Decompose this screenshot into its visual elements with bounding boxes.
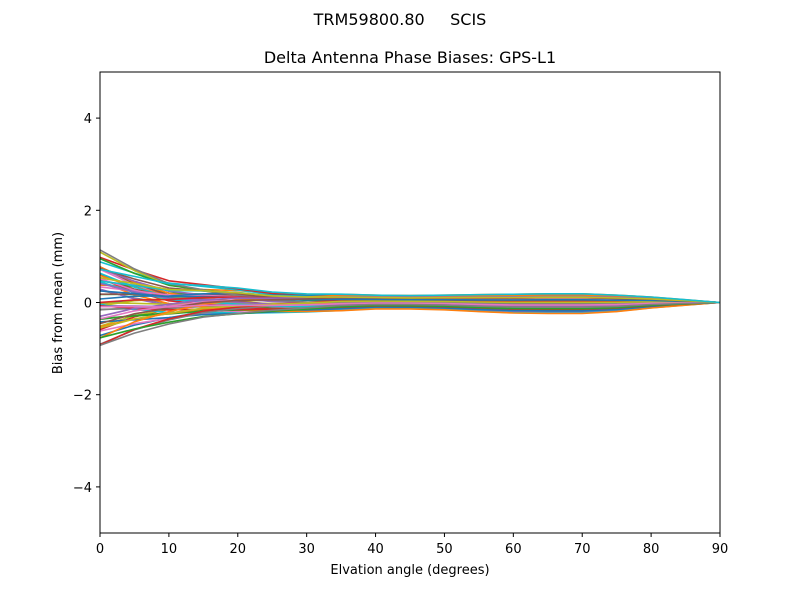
svg-text:0: 0 xyxy=(96,542,104,557)
svg-text:10: 10 xyxy=(161,542,178,557)
y-axis-label: Bias from mean (mm) xyxy=(51,232,66,374)
svg-text:60: 60 xyxy=(505,542,522,557)
x-axis-ticks: 0 10 20 30 40 50 60 70 80 90 xyxy=(96,533,728,557)
series-line xyxy=(99,276,721,304)
svg-text:90: 90 xyxy=(712,542,729,557)
series-line xyxy=(99,301,721,347)
figure-suptitle: TRM59800.80 SCIS xyxy=(313,10,487,29)
series-line xyxy=(99,294,721,339)
svg-text:20: 20 xyxy=(230,542,247,557)
svg-text:50: 50 xyxy=(436,542,453,557)
x-axis-label: Elvation angle (degrees) xyxy=(330,563,489,578)
data-series-lines xyxy=(99,249,721,347)
y-axis-ticks: −4 −2 0 2 4 xyxy=(73,112,100,496)
series-line xyxy=(99,290,721,304)
chart-title: Delta Antenna Phase Biases: GPS-L1 xyxy=(263,48,557,67)
svg-text:4: 4 xyxy=(84,112,92,127)
series-line xyxy=(99,268,721,304)
series-line xyxy=(99,249,720,305)
svg-text:−4: −4 xyxy=(73,481,92,496)
svg-text:0: 0 xyxy=(84,297,92,312)
series-line xyxy=(99,280,721,315)
svg-text:40: 40 xyxy=(367,542,384,557)
series-line xyxy=(99,300,721,329)
svg-text:2: 2 xyxy=(84,204,92,219)
svg-text:30: 30 xyxy=(298,542,315,557)
series-line xyxy=(99,301,721,323)
svg-text:70: 70 xyxy=(574,542,591,557)
series-line xyxy=(100,301,721,308)
svg-text:−2: −2 xyxy=(73,389,92,404)
svg-text:80: 80 xyxy=(643,542,660,557)
